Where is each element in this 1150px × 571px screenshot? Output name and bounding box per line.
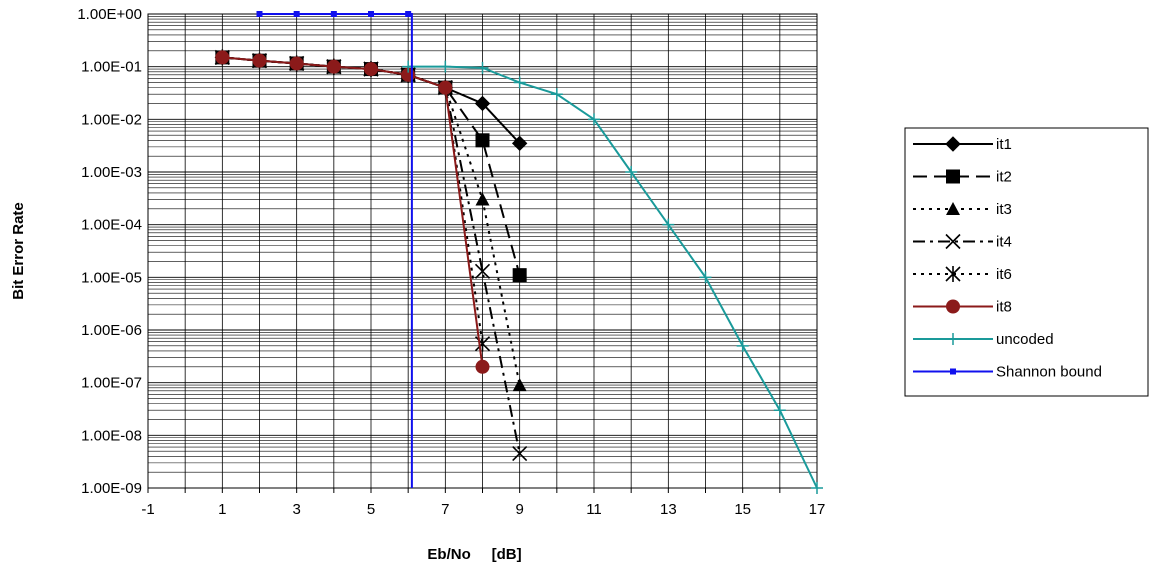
legend-box <box>904 127 1149 397</box>
x-tick-labels: -1 1 3 5 7 9 11 13 15 17 <box>141 501 825 518</box>
legend-label: it4 <box>996 234 1012 251</box>
legend-item-it2: it2 <box>913 169 1012 186</box>
series-line-it4 <box>222 56 521 454</box>
legend-marker <box>950 368 956 375</box>
data-point-uncoded <box>513 76 526 89</box>
y-tick-labels: 1.00E+00 1.00E-01 1.00E-02 1.00E-03 1.00E-04… <box>77 6 142 497</box>
series-line-uncoded <box>408 65 818 489</box>
x-tick-label: 3 <box>292 501 300 518</box>
series-shannon-bound <box>256 11 413 488</box>
x-tick-label: 11 <box>586 501 602 518</box>
data-point-it2 <box>475 133 490 148</box>
legend-label: it6 <box>996 266 1012 283</box>
data-point-it8 <box>326 59 341 74</box>
data-point-it1 <box>474 95 491 112</box>
data-point-uncoded <box>476 61 489 74</box>
legend-item-it3: it3 <box>913 201 1012 218</box>
y-tick-label: 1.00E-07 <box>81 375 142 392</box>
series-uncoded <box>402 60 823 494</box>
data-point-uncoded <box>811 482 823 494</box>
data-point-uncoded <box>736 339 749 352</box>
data-point-uncoded <box>588 113 600 126</box>
series-line-it6 <box>222 56 484 344</box>
data-point-it8 <box>252 53 267 68</box>
legend-label: it3 <box>996 201 1012 218</box>
data-point-it8 <box>364 62 378 77</box>
data-point-shannon-bound <box>405 11 412 17</box>
data-point-it3 <box>475 192 490 206</box>
data-point-shannon-bound <box>330 11 337 17</box>
y-tick-label: 1.00E-05 <box>81 269 142 286</box>
y-tick-label: 1.00E-04 <box>81 217 142 234</box>
x-tick-label: 5 <box>367 501 375 518</box>
legend-item-it1: it1 <box>913 136 1012 153</box>
data-point-it8 <box>215 50 230 65</box>
data-point-uncoded <box>662 218 675 231</box>
legend-marker <box>946 169 960 184</box>
legend-label: it1 <box>996 136 1012 153</box>
data-point-it6 <box>474 335 491 352</box>
x-tick-label: 17 <box>809 501 826 518</box>
legend-item-shannon-bound: Shannon bound <box>913 364 1102 381</box>
legend-marker <box>945 233 961 250</box>
legend-label: Shannon bound <box>996 364 1102 381</box>
legend-label: uncoded <box>996 331 1054 348</box>
legend-marker <box>947 333 959 345</box>
plot-frame <box>147 13 818 493</box>
y-tick-label: 1.00E-06 <box>81 322 142 339</box>
legend-marker <box>946 202 960 215</box>
x-tick-label: 1 <box>218 501 226 518</box>
legend-label: it8 <box>996 299 1012 316</box>
data-point-uncoded <box>773 404 786 417</box>
y-tick-label: 1.00E+00 <box>77 6 142 23</box>
y-tick-label: 1.00E-02 <box>81 111 142 128</box>
y-tick-label: 1.00E-01 <box>81 59 142 76</box>
x-tick-label: 15 <box>734 501 751 518</box>
data-point-uncoded <box>699 271 712 284</box>
data-point-it8 <box>475 359 490 374</box>
data-point-uncoded <box>625 166 638 178</box>
series-it8 <box>215 50 490 374</box>
x-tick-label: 9 <box>515 501 523 518</box>
series <box>214 11 823 494</box>
y-tick-label: 1.00E-03 <box>81 164 142 181</box>
data-point-it4 <box>512 446 528 462</box>
data-point-shannon-bound <box>293 11 300 17</box>
grid <box>148 14 817 488</box>
y-axis-title: Bit Error Rate <box>10 202 27 300</box>
legend-item-uncoded: uncoded <box>913 331 1054 348</box>
data-point-shannon-bound <box>256 11 263 17</box>
x-tick-label: 13 <box>660 501 677 518</box>
y-tick-label: 1.00E-08 <box>81 427 142 444</box>
y-tick-label: 1.00E-09 <box>81 480 142 497</box>
x-axis-title: Eb/No [dB] <box>427 546 521 563</box>
legend-marker <box>946 299 960 314</box>
legend-marker <box>945 266 961 282</box>
legend-label: it2 <box>996 169 1012 186</box>
data-point-it2 <box>512 268 527 283</box>
data-point-uncoded <box>550 88 563 101</box>
legend-item-it6: it6 <box>913 266 1012 283</box>
x-tick-label: -1 <box>141 501 154 518</box>
data-point-shannon-bound <box>368 11 374 17</box>
legend-item-it4: it4 <box>913 234 1012 251</box>
data-point-it4 <box>474 263 491 279</box>
x-tick-label: 7 <box>441 501 449 518</box>
series-line-shannon-bound <box>259 13 413 488</box>
legend-item-it8: it8 <box>913 299 1012 316</box>
data-point-it8 <box>438 80 453 95</box>
data-point-it8 <box>289 56 304 71</box>
series-line-it8 <box>222 56 484 367</box>
legend-marker <box>945 136 961 152</box>
legend: it1 it2 it3 it4 it6 it8 uncoded Shannon bound <box>904 127 1149 397</box>
data-point-it3 <box>512 378 527 392</box>
data-point-it1 <box>511 135 528 152</box>
data-point-uncoded <box>439 60 452 73</box>
